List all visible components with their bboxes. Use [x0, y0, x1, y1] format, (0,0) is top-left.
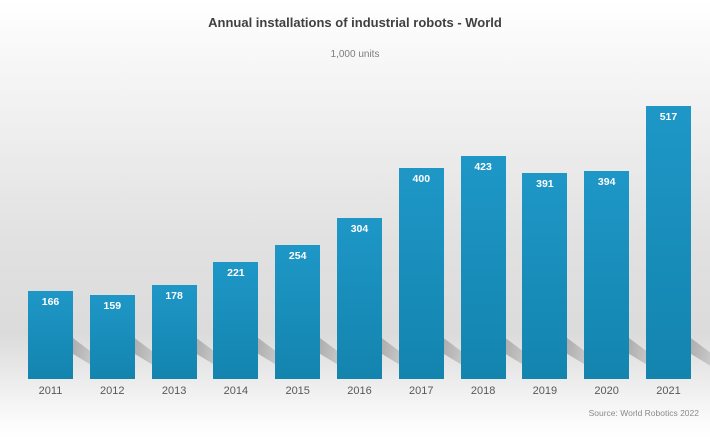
bar: 394 2020	[584, 171, 673, 397]
x-axis-tick-label: 2015	[285, 385, 310, 397]
x-axis-tick-label: 2012	[100, 385, 125, 397]
bar: 400 2017	[398, 168, 487, 397]
x-axis-tick-label: 2017	[409, 385, 434, 397]
x-axis-tick-label: 2021	[656, 385, 681, 397]
bar-value-label: 178	[165, 290, 183, 302]
bar-value-label: 394	[597, 176, 616, 188]
bar-value-label: 517	[659, 111, 678, 123]
bar-value-label: 254	[288, 250, 307, 262]
bar: 178 2013	[151, 285, 240, 397]
bar: 517 2021	[645, 106, 710, 397]
x-axis-tick-label: 2011	[38, 385, 63, 397]
x-axis-tick-label: 2014	[223, 385, 249, 397]
bar: 221 2014	[213, 262, 302, 397]
source-note: Source: World Robotics 2022	[588, 408, 699, 418]
x-axis-tick-label: 2020	[594, 385, 619, 397]
bar-value-label: 166	[41, 296, 60, 308]
plot-area: 166 2011 159 2012 178 2013 221 2014 254 2015 304 20…	[28, 106, 710, 397]
bar: 159 2012	[89, 295, 178, 397]
bar: 254 2015	[275, 245, 364, 397]
bar: 304 2016	[336, 218, 425, 397]
chart-units-label: 1,000 units	[330, 49, 380, 60]
bar-value-label: 391	[536, 178, 554, 190]
bar: 166 2011	[28, 291, 116, 397]
bar-value-label: 400	[412, 173, 431, 185]
bar-shadow	[687, 335, 710, 380]
chart-title: Annual installations of industrial robot…	[208, 15, 502, 30]
x-axis-tick-label: 2016	[347, 385, 372, 397]
bar-value-label: 221	[227, 267, 245, 279]
bar: 391 2019	[522, 173, 611, 397]
bar-value-label: 304	[350, 223, 369, 235]
bar-value-label: 423	[474, 161, 492, 173]
bar: 423 2018	[460, 156, 549, 397]
x-axis-tick-label: 2019	[532, 385, 558, 397]
bar-value-label: 159	[103, 300, 122, 312]
x-axis-tick-label: 2013	[161, 385, 187, 397]
x-axis-tick-label: 2018	[470, 385, 496, 397]
